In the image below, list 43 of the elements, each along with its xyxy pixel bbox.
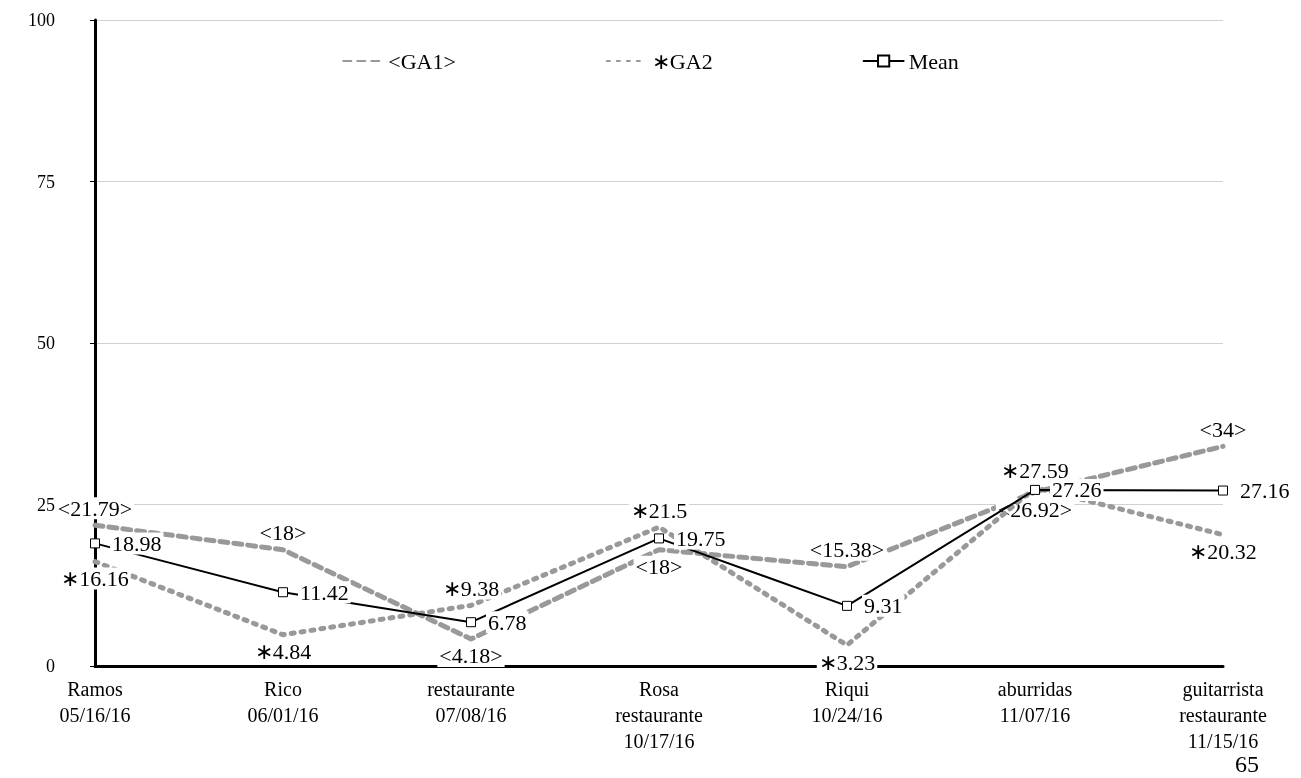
y-tick-label: 25 [37,494,55,515]
point [278,587,288,598]
point [466,617,476,628]
y-tick-label: 50 [37,333,55,353]
y-tick-label: 100 [28,10,55,30]
data-label: <34> [1199,416,1247,442]
data-label: ∗16.16 [61,566,129,592]
point [1218,485,1228,496]
y-tick-label: 0 [46,656,55,676]
text: 65 [1235,751,1259,778]
x-tick-label: Ramos 05/16/16 [59,678,131,726]
data-label: 27.26 [1052,477,1102,503]
x-tick-label: Riqui 10/24/16 [811,678,883,726]
x-tick-label: guitarrista restaurante 11/15/16 [1179,678,1267,752]
data-label: ∗9.38 [442,575,500,601]
data-label: ∗21.5 [630,497,688,523]
data-label: <15.38> [809,537,885,563]
data-label: ∗20.32 [1189,539,1257,565]
legend-label: Mean [908,48,959,74]
point [1030,484,1040,495]
data-label: <18> [259,520,307,546]
x-tick-label: restaurante 07/08/16 [427,678,515,726]
data-label: 11.42 [300,579,349,605]
data-label: ∗3.23 [818,649,876,675]
point [90,538,100,549]
x-tick-label: Rosa restaurante 10/17/16 [615,678,703,752]
data-label: <26.92> [997,496,1073,522]
data-label: 18.98 [112,530,162,556]
data-label: <4.18> [439,643,503,669]
legend-label: ∗GA2 [651,48,713,74]
x-tick-label: aburridas 11/07/16 [997,678,1073,726]
point [654,533,664,544]
data-label: 9.31 [864,593,903,619]
point [842,600,852,611]
data-label: 19.75 [676,525,726,551]
data-label: <18> [635,554,683,580]
legend-label: <GA1> [388,48,456,74]
data-label: <21.79> [57,495,133,521]
y-tick-label: 75 [37,171,55,192]
data-label: 27.16 [1240,478,1290,504]
data-label: ∗4.84 [254,639,312,665]
x-tick-label: Rico 06/01/16 [247,678,319,726]
data-label: 6.78 [488,609,527,635]
